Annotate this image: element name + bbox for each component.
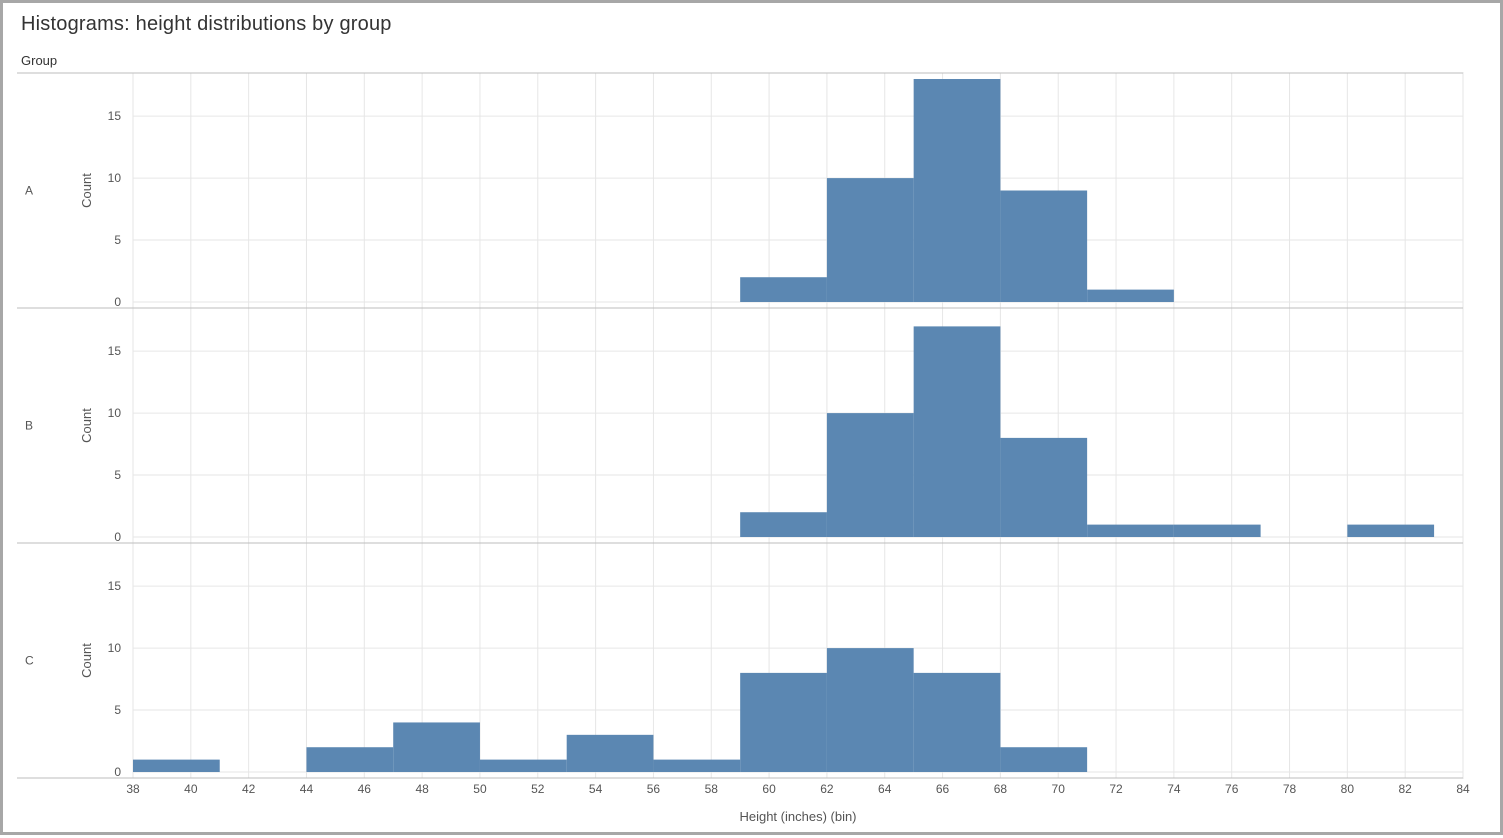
histogram-bar <box>827 413 914 537</box>
x-tick-label: 48 <box>415 782 429 796</box>
y-axis-label: Count <box>79 408 94 443</box>
x-tick-label: 78 <box>1283 782 1297 796</box>
histogram-bar <box>1000 191 1087 303</box>
histogram-bar <box>740 277 827 302</box>
histogram-bar <box>1347 525 1434 537</box>
histogram-bar <box>653 760 740 772</box>
plot-border <box>133 73 1463 778</box>
x-tick-label: 80 <box>1341 782 1355 796</box>
histogram-svg: 0 5 10 15 Count A 0 5 10 15 Count B 0 5 10 15 Count C 38 40… <box>3 3 1503 838</box>
histogram-bar <box>1087 290 1174 302</box>
x-tick-label: 54 <box>589 782 603 796</box>
histogram-bar <box>914 79 1001 302</box>
y-tick-label: 0 <box>114 530 121 544</box>
x-axis-label: Height (inches) (bin) <box>739 809 856 824</box>
histogram-bar <box>1000 438 1087 537</box>
y-tick-label: 0 <box>114 295 121 309</box>
facet-label: A <box>25 184 33 198</box>
facet-label: B <box>25 419 33 433</box>
y-tick-label: 5 <box>114 233 121 247</box>
x-tick-label: 74 <box>1167 782 1181 796</box>
histogram-bar <box>306 747 393 772</box>
x-tick-label: 50 <box>473 782 487 796</box>
histogram-bar <box>1000 747 1087 772</box>
y-tick-label: 5 <box>114 468 121 482</box>
x-tick-label: 72 <box>1109 782 1123 796</box>
x-tick-label: 84 <box>1456 782 1470 796</box>
x-tick-label: 64 <box>878 782 892 796</box>
histogram-bar <box>133 760 220 772</box>
x-tick-label: 82 <box>1398 782 1412 796</box>
y-tick-label: 15 <box>108 579 122 593</box>
y-axis-label: Count <box>79 643 94 678</box>
x-tick-label: 66 <box>936 782 950 796</box>
histogram-bar <box>827 648 914 772</box>
histogram-bar <box>1087 525 1174 537</box>
histogram-bar <box>914 673 1001 772</box>
histogram-bar <box>914 326 1001 537</box>
y-tick-label: 10 <box>108 406 122 420</box>
x-tick-label: 68 <box>994 782 1008 796</box>
x-tick-label: 56 <box>647 782 661 796</box>
x-tick-label: 62 <box>820 782 834 796</box>
histogram-bar <box>567 735 654 772</box>
y-tick-label: 0 <box>114 765 121 779</box>
y-tick-label: 5 <box>114 703 121 717</box>
x-tick-label: 42 <box>242 782 256 796</box>
facet-label: C <box>25 654 34 668</box>
x-tick-label: 46 <box>358 782 372 796</box>
x-tick-label: 58 <box>705 782 719 796</box>
x-tick-label: 40 <box>184 782 198 796</box>
y-tick-label: 15 <box>108 344 122 358</box>
x-tick-label: 52 <box>531 782 545 796</box>
x-tick-label: 70 <box>1052 782 1066 796</box>
x-tick-label: 38 <box>126 782 140 796</box>
x-tick-label: 60 <box>762 782 776 796</box>
histogram-bar <box>480 760 567 772</box>
x-tick-label: 76 <box>1225 782 1239 796</box>
histogram-bar <box>393 722 480 772</box>
chart-frame: Histograms: height distributions by grou… <box>0 0 1503 835</box>
y-tick-label: 10 <box>108 171 122 185</box>
y-tick-label: 15 <box>108 109 122 123</box>
histogram-bar <box>740 673 827 772</box>
histogram-bar <box>740 512 827 537</box>
histogram-bar <box>1174 525 1261 537</box>
histogram-bar <box>827 178 914 302</box>
y-tick-label: 10 <box>108 641 122 655</box>
y-axis-label: Count <box>79 173 94 208</box>
x-tick-label: 44 <box>300 782 314 796</box>
